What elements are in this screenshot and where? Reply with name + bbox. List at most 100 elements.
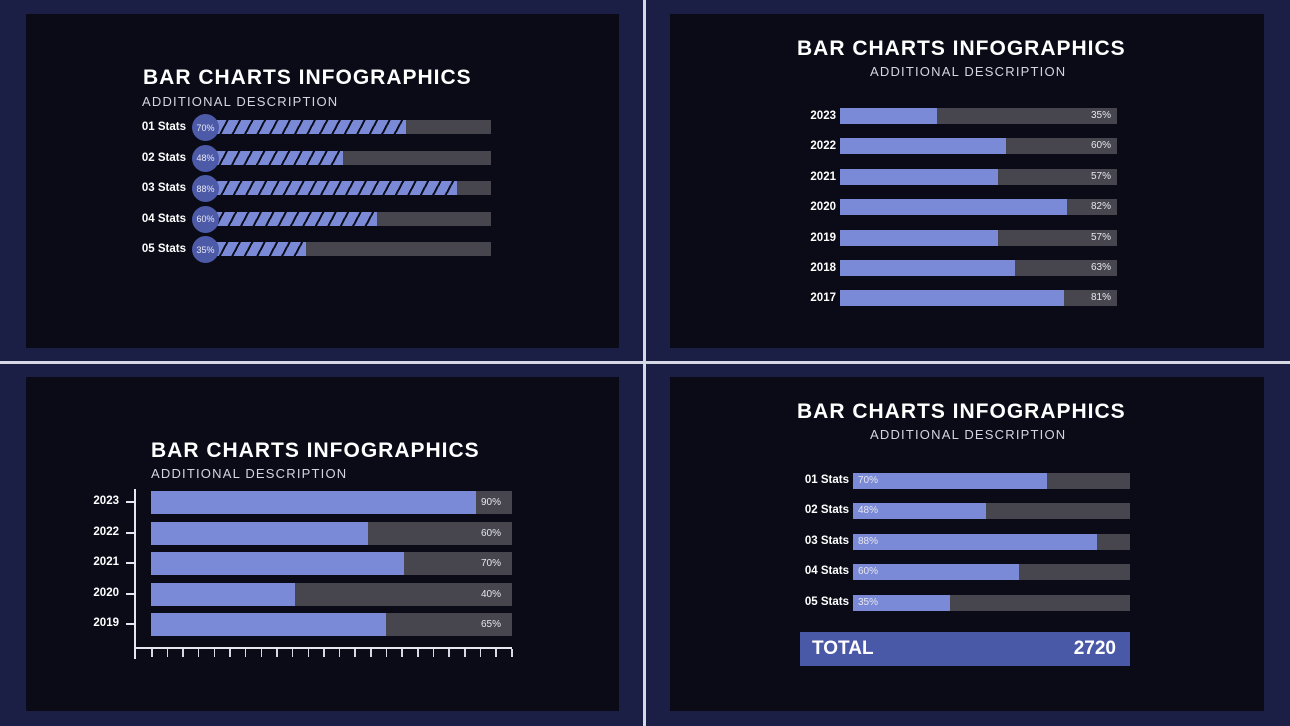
- y-axis-tick: [126, 531, 134, 534]
- bar-percentage: 70%: [858, 475, 879, 486]
- bar-fill: [853, 533, 1097, 550]
- bar-percentage: 70%: [480, 558, 501, 569]
- x-axis: [134, 647, 512, 649]
- bar-fill: [840, 260, 1015, 276]
- bar-track: 60%: [853, 564, 1130, 581]
- bar-track: 40%: [151, 582, 512, 606]
- x-axis-tick: [197, 649, 200, 657]
- x-axis-tick: [338, 649, 341, 657]
- x-axis-tick: [151, 649, 153, 657]
- row-label: 2021: [810, 170, 836, 183]
- panel-subtitle: ADDITIONAL DESCRIPTION: [151, 466, 348, 481]
- percentage-badge: 70%: [192, 114, 219, 141]
- bar-percentage: 60%: [480, 527, 501, 539]
- row-label: 2018: [810, 262, 836, 274]
- panel-title: BAR CHARTS INFOGRAPHICS: [797, 37, 1126, 60]
- total-value: 2720: [1073, 638, 1116, 659]
- row-label: 2019: [810, 231, 836, 244]
- bar-track: 90%: [151, 491, 512, 514]
- bar-fill: [206, 211, 377, 226]
- row-label: 03 Stats: [141, 182, 186, 194]
- row-label: 03 Stats: [804, 534, 849, 547]
- y-axis: [134, 489, 136, 659]
- bar-fill: [840, 199, 1068, 216]
- panel-title: BAR CHARTS INFOGRAPHICS: [143, 66, 472, 89]
- bar-track: 88%: [853, 533, 1130, 550]
- row-label: 2020: [93, 586, 119, 599]
- panel-title: BAR CHARTS INFOGRAPHICS: [797, 400, 1126, 423]
- x-axis-tick: [244, 649, 247, 657]
- row-label: 04 Stats: [804, 565, 849, 578]
- row-label: 2017: [810, 292, 836, 305]
- row-label: 05 Stats: [804, 595, 849, 608]
- y-axis-tick: [126, 592, 134, 595]
- row-label: 01 Stats: [804, 474, 849, 486]
- panel-subtitle: ADDITIONAL DESCRIPTION: [870, 427, 1067, 442]
- bar-track: [206, 181, 491, 195]
- y-axis-tick: [126, 623, 134, 625]
- bar-percentage: 60%: [1090, 140, 1111, 152]
- bar-track: 63%: [840, 260, 1117, 276]
- x-axis-tick: [307, 649, 310, 657]
- bar-track: 60%: [151, 521, 512, 545]
- row-label: 2022: [93, 525, 119, 538]
- x-axis-tick: [370, 649, 372, 657]
- bar-fill: [206, 181, 457, 195]
- bar-fill: [840, 168, 998, 185]
- bar-percentage: 82%: [1090, 201, 1111, 213]
- panel-title: BAR CHARTS INFOGRAPHICS: [151, 439, 480, 462]
- bar-percentage: 90%: [480, 497, 501, 508]
- bar-fill: [853, 503, 986, 520]
- x-axis-tick: [229, 649, 231, 657]
- x-axis-tick: [213, 649, 216, 657]
- x-axis-tick: [182, 649, 184, 657]
- bar-track: 65%: [151, 613, 512, 636]
- bar-percentage: 48%: [858, 505, 879, 517]
- row-label: 2022: [810, 140, 836, 153]
- x-axis-tick: [401, 649, 403, 657]
- bar-track: [206, 242, 491, 256]
- x-axis-tick: [464, 649, 466, 657]
- bar-percentage: 65%: [480, 619, 501, 630]
- row-label: 2021: [93, 556, 119, 568]
- x-axis-tick: [323, 649, 325, 657]
- bar-fill: [840, 290, 1065, 307]
- row-label: 2023: [810, 110, 836, 122]
- bar-track: [206, 211, 491, 226]
- x-axis-tick: [260, 649, 263, 657]
- x-axis-tick: [166, 649, 169, 657]
- percentage-badge: 48%: [192, 144, 219, 172]
- y-axis-tick: [126, 562, 134, 564]
- bar-track: [206, 150, 491, 165]
- bar-track: [206, 120, 491, 134]
- bar-fill: [151, 582, 296, 606]
- x-axis-tick: [291, 649, 294, 657]
- bar-fill: [840, 138, 1007, 155]
- bar-fill: [206, 120, 406, 134]
- bar-fill: [853, 594, 950, 611]
- bar-track: 48%: [853, 503, 1130, 520]
- panel-top-left: BAR CHARTS INFOGRAPHICS ADDITIONAL DESCR…: [26, 14, 619, 348]
- bar-track: 70%: [853, 473, 1130, 489]
- bar-track: 81%: [840, 290, 1117, 307]
- bar-percentage: 88%: [858, 535, 879, 547]
- bar-track: 35%: [853, 594, 1130, 611]
- row-label: 04 Stats: [141, 212, 186, 225]
- bar-percentage: 57%: [1090, 170, 1111, 182]
- bar-percentage: 40%: [480, 588, 501, 600]
- bar-percentage: 35%: [858, 596, 879, 608]
- panel-subtitle: ADDITIONAL DESCRIPTION: [870, 64, 1067, 79]
- bar-track: 57%: [840, 229, 1117, 246]
- bar-fill: [151, 521, 368, 545]
- x-axis-tick: [276, 649, 278, 657]
- bar-fill: [853, 564, 1020, 581]
- row-label: 01 Stats: [141, 121, 186, 133]
- x-axis-tick: [495, 649, 497, 657]
- row-label: 05 Stats: [141, 243, 186, 255]
- row-label: 2020: [810, 201, 836, 214]
- percentage-badge: 60%: [192, 205, 219, 233]
- row-label: 2023: [93, 495, 119, 507]
- bar-track: 60%: [840, 138, 1117, 155]
- x-axis-tick: [448, 649, 450, 657]
- bar-track: 57%: [840, 168, 1117, 185]
